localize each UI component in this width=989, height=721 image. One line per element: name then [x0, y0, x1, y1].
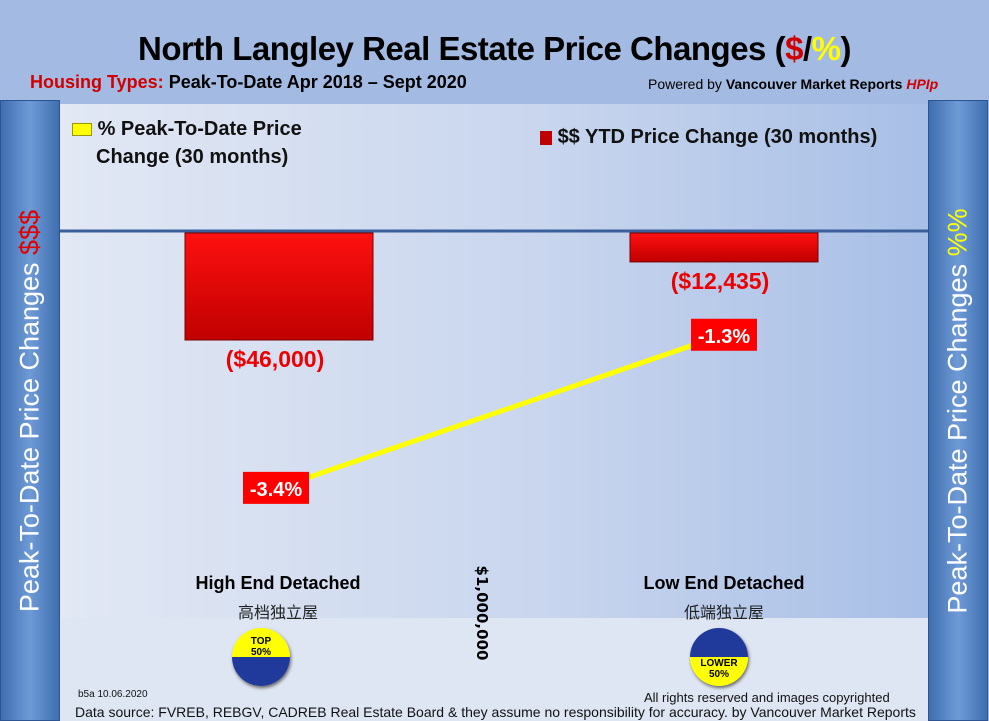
- category-label-high-end: High End Detached: [195, 573, 361, 593]
- powered-by: Powered by Vancouver Market Reports HPIp: [648, 76, 938, 92]
- title-text: North Langley Real Estate Price Changes …: [138, 30, 786, 67]
- title-close: ): [840, 30, 851, 67]
- footer-code: b5a 10.06.2020: [78, 689, 148, 700]
- badge-top-text: TOP: [250, 636, 272, 647]
- legend-bar-swatch: [540, 130, 552, 145]
- pct-label-1: -1.3%: [698, 326, 750, 348]
- category-zh-low-end: 低端独立屋: [683, 605, 764, 622]
- lower-50-badge: LOWER 50%: [690, 628, 748, 686]
- powered-brand: Vancouver Market Reports: [725, 76, 907, 92]
- legend-bar-text: $$ YTD Price Change (30 months): [557, 126, 878, 148]
- footer-source: Data source: FVREB, REBGV, CADREB Real E…: [75, 704, 916, 720]
- bar-label-1: ($12,435): [671, 268, 769, 294]
- badge-lower-pct: 50%: [708, 669, 729, 680]
- bottom-band: [60, 618, 928, 721]
- legend-bar: $$ YTD Price Change (30 months): [540, 126, 877, 149]
- legend-line-swatch: [72, 123, 92, 137]
- divider-label-wrap: $1,000,000: [472, 565, 492, 660]
- title-slash: /: [802, 30, 812, 67]
- left-side-bar: Peak-To-Date Price Changes $$$: [0, 100, 60, 721]
- subtitle: Housing Types: Peak-To-Date Apr 2018 – S…: [30, 72, 467, 93]
- subtitle-text: Peak-To-Date Apr 2018 – Sept 2020: [163, 72, 467, 92]
- legend-line: % Peak-To-Date Price Change (30 months): [72, 115, 302, 171]
- powered-prefix: Powered by: [648, 76, 726, 92]
- chart-title: North Langley Real Estate Price Changes …: [0, 30, 989, 68]
- divider-label: $1,000,000: [473, 565, 491, 660]
- title-pct: %: [811, 30, 841, 67]
- badge-top-pct: 50%: [250, 647, 271, 658]
- pct-label-0: -3.4%: [250, 479, 302, 501]
- legend-line-text1: % Peak-To-Date Price: [97, 118, 302, 140]
- badge-lower-text: LOWER: [700, 658, 738, 669]
- pct-line: [277, 332, 724, 491]
- bar-0: [184, 232, 374, 341]
- right-side-bar: Peak-To-Date Price Changes %%: [928, 100, 988, 721]
- pct-label-box-1: [691, 318, 757, 351]
- category-zh-high-end: 高档独立屋: [237, 605, 318, 622]
- title-dollar: $: [785, 30, 803, 67]
- bar-1: [629, 232, 819, 263]
- top-50-badge: TOP 50%: [232, 628, 290, 686]
- subtitle-label: Housing Types:: [30, 72, 164, 92]
- category-label-low-end: Low End Detached: [643, 573, 805, 593]
- legend-line-text2: Change (30 months): [96, 146, 289, 168]
- powered-hpi: HPIp: [906, 76, 939, 92]
- pct-label-box-0: [243, 471, 309, 504]
- footer-rights: All rights reserved and images copyright…: [644, 690, 890, 705]
- bar-label-0: ($46,000): [226, 346, 324, 372]
